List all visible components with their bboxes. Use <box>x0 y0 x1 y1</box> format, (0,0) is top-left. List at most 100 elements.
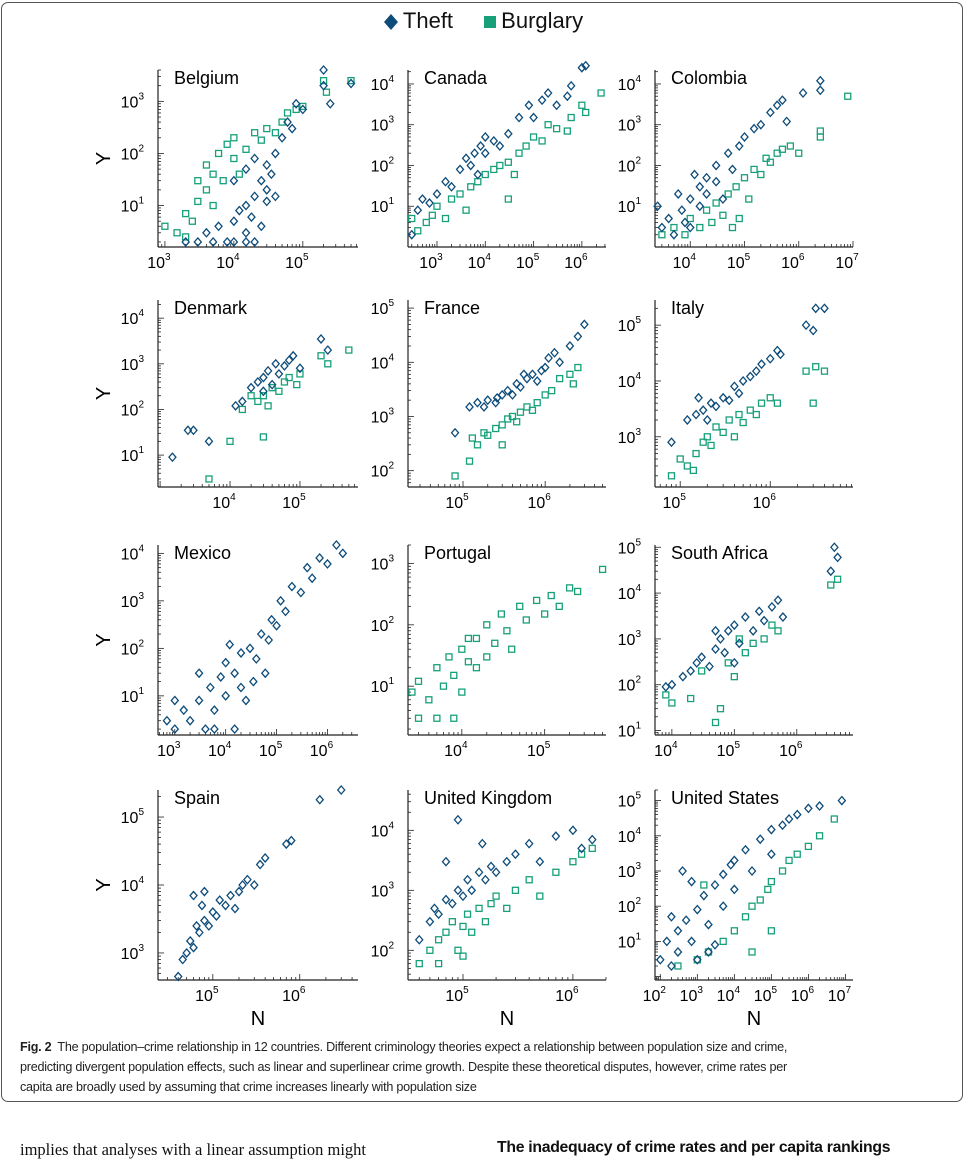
panel-south-africa: 104 105 106 101 102 103 104 105 South Africa <box>618 537 853 760</box>
burglary-point <box>468 434 477 442</box>
theft-point <box>699 890 709 901</box>
theft-point <box>718 194 728 205</box>
burglary-point <box>689 466 698 475</box>
burglary-point <box>511 886 520 894</box>
theft-point <box>815 801 824 812</box>
theft-point <box>338 548 348 559</box>
burglary-point <box>219 177 227 185</box>
theft-point <box>568 825 578 836</box>
burglary-point <box>732 183 740 191</box>
burglary-point <box>271 129 280 137</box>
theft-point <box>551 831 561 842</box>
theft-point <box>221 657 231 668</box>
theft-point <box>260 852 270 863</box>
theft-point <box>267 169 276 180</box>
burglary-point <box>317 352 325 360</box>
theft-point <box>524 100 534 111</box>
theft-point <box>234 205 244 216</box>
theft-point <box>236 682 246 693</box>
theft-point <box>194 695 204 706</box>
burglary-point <box>698 667 706 675</box>
theft-point <box>182 947 192 958</box>
diamond-marker-icon <box>383 14 398 31</box>
burglary-point <box>745 195 753 203</box>
burglary-point <box>433 714 441 722</box>
x-tick-label: 107 <box>828 985 852 1005</box>
theft-point <box>221 690 231 701</box>
burglary-point <box>510 170 519 179</box>
theft-point <box>181 236 191 247</box>
theft-point <box>280 360 289 371</box>
burglary-point <box>756 896 764 904</box>
theft-point <box>673 946 683 957</box>
theft-point <box>705 661 714 672</box>
burglary-point <box>483 653 491 661</box>
burglary-point <box>490 165 498 174</box>
burglary-point <box>263 124 271 133</box>
theft-point <box>210 705 219 716</box>
theft-point <box>667 911 676 922</box>
theft-point <box>272 620 281 631</box>
burglary-point <box>757 399 766 407</box>
y-tick-label: 103 <box>371 115 395 135</box>
burglary-point <box>250 129 259 137</box>
body-text: implies that analyses with a linear assu… <box>20 1140 366 1159</box>
burglary-point <box>696 223 704 232</box>
burglary-point <box>283 109 292 117</box>
theft-point <box>694 392 703 403</box>
theft-point <box>704 946 713 957</box>
theft-point <box>463 874 472 885</box>
panel-title: Portugal <box>424 543 491 563</box>
theft-point <box>581 60 591 71</box>
burglary-point <box>816 133 824 141</box>
theft-point <box>236 647 246 658</box>
burglary-point <box>577 850 586 858</box>
theft-point <box>319 80 328 91</box>
panel-italy: 105 106 103 104 105 Italy <box>618 298 853 512</box>
burglary-point <box>773 149 781 157</box>
y-tick-label: 103 <box>371 553 395 573</box>
y-tick-label: 105 <box>371 298 395 318</box>
burglary-point <box>459 922 467 931</box>
panel-portugal: 104 105 101 102 103 Portugal <box>371 543 607 760</box>
theft-point <box>474 867 484 878</box>
burglary-point <box>445 653 453 661</box>
burglary-point <box>459 952 467 960</box>
y-tick-label: 103 <box>121 354 145 374</box>
burglary-point <box>508 645 516 653</box>
x-tick-label: 106 <box>310 740 334 760</box>
theft-point <box>477 838 487 849</box>
theft-point <box>710 880 720 890</box>
theft-point <box>250 153 259 164</box>
theft-point <box>755 834 765 845</box>
theft-point <box>241 164 251 175</box>
theft-point <box>238 880 247 890</box>
theft-point <box>208 236 218 247</box>
theft-point <box>695 181 705 192</box>
burglary-point <box>522 142 530 150</box>
theft-point <box>826 566 836 577</box>
burglary-point <box>468 928 476 936</box>
burglary-point <box>226 437 234 446</box>
burglary-point <box>712 423 720 431</box>
y-tick-label: 103 <box>618 115 642 135</box>
burglary-point <box>450 714 458 722</box>
theft-point <box>192 920 201 931</box>
panel-mexico: 103 104 105 106 101 102 103 104 Mexico Y <box>93 540 358 760</box>
burglary-point <box>681 231 689 239</box>
legend-label: Burglary <box>501 8 584 33</box>
theft-point <box>336 785 346 795</box>
burglary-point <box>487 899 495 908</box>
x-tick-label: 106 <box>779 740 803 760</box>
theft-point <box>286 835 296 846</box>
theft-point <box>529 112 538 123</box>
burglary-point <box>242 145 250 153</box>
burglary-point <box>766 394 774 402</box>
burglary-point <box>719 211 727 219</box>
y-tick-label: 102 <box>121 143 145 163</box>
theft-point <box>687 876 696 887</box>
theft-point <box>782 116 792 127</box>
y-tick-label: 104 <box>121 543 145 563</box>
caption-text: The population–crime relationship in 12 … <box>57 1040 788 1054</box>
